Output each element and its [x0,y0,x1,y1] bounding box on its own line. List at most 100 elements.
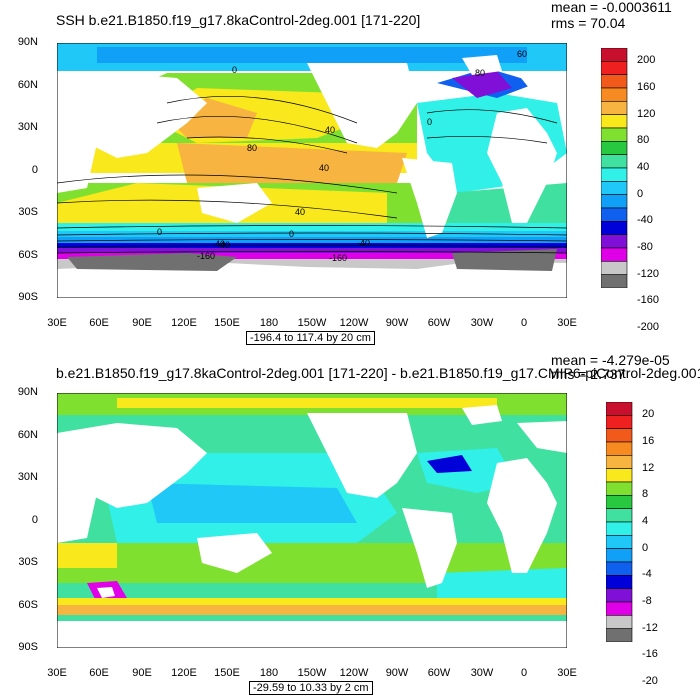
panel1-north-america [307,63,417,148]
panel2-lat-label: 30S [18,556,38,568]
panel2-colorbar-box [606,508,633,523]
panel2-colorbar-label: -12 [642,621,658,634]
panel1-contour-label: 40 [319,163,329,173]
panel1-contour-label: -160 [197,251,215,261]
panel1-colorbar-label: 160 [637,81,656,93]
panel2-colorbar-box [606,601,633,616]
panel1-asia [57,73,207,158]
panel1-contour-label: 0 [289,229,294,239]
panel2-colorbar-label: 20 [642,408,655,421]
panel2-colorbar-box [606,628,633,642]
panel2-lon-label: 60W [427,667,451,679]
panel2-colorbar-box [606,535,633,549]
panel2-colorbar-box [606,615,633,629]
panel1-colorbar-label: 40 [637,161,650,173]
panel2-colorbar-box [606,575,633,589]
panel2-lat-label: 0 [31,514,38,526]
panel1-lat-label: 30N [17,121,38,133]
panel1-lon-label: 180 [259,317,279,329]
panel1-contour-label: 40 [295,207,305,217]
panel2-colorbar-label: -4 [642,568,652,581]
panel1-lon-label: 150E [214,317,240,329]
panel2-colorbar-label: 16 [642,435,655,447]
panel1-lon-label: 0 [520,317,528,329]
panel1-colorbar-label: -40 [637,214,653,227]
panel1-colorbar-box [601,101,628,115]
panel2-colorbar-label: 0 [642,541,649,554]
panel2-range-box: -29.59 to 10.33 by 2 cm [249,681,373,695]
panel1-contour-label: 0 [232,65,237,75]
panel1-colorbar-box [601,247,628,262]
panel1-lon-label: 120E [171,317,197,329]
panel1-lat-label: 60S [18,249,38,261]
panel1-colorbar-box [601,48,628,62]
panel2-colorbar [606,402,633,642]
panel2-asia [57,423,207,508]
panel2-south-america [402,508,457,588]
panel2-lat-label: 90N [17,386,38,398]
panel1-range-box: -196.4 to 117.4 by 20 cm [246,331,375,345]
panel1-colorbar-box [601,141,628,155]
panel2-colorbar-box [606,468,633,483]
panel1-contour-label: -40 [357,238,370,248]
panel1-lat-label: 90S [18,291,38,303]
panel1-colorbar-box [601,61,628,75]
panel2-colorbar-box [606,495,633,509]
panel2-lon-label: 150W [297,667,327,679]
panel2-lon-label: 120W [339,667,369,679]
panel1-contour-label: -160 [329,253,347,263]
panel1-europe [517,71,567,103]
panel2-lon-label: 30W [470,667,494,679]
panel1-colorbar-box [601,114,628,129]
panel1-colorbar-box [601,181,628,195]
panel1-greenland [462,55,502,75]
panel2-colorbar-label: 12 [642,461,655,474]
panel1-colorbar-box [601,154,628,169]
panel1-contour-label: -40 [217,240,230,250]
panel1-lat-label: 0 [31,164,38,176]
panel1-contour-label: 0 [157,227,162,237]
panel2-lon-label: 30E [557,667,577,679]
panel2-lat-label: 60N [17,429,38,441]
panel1-contour-label: 40 [325,125,335,135]
panel1-colorbar-box [601,194,628,209]
panel1-lon-label: 60E [89,317,109,329]
panel1-colorbar-box [601,207,628,222]
panel1-colorbar-box [601,74,628,89]
panel1-lon-label: 30E [47,317,67,329]
panel2-colorbar-label: -16 [642,648,658,661]
panel1-colorbar-box [601,274,628,288]
panel2-colorbar-box [606,415,633,429]
panel2-title: b.e21.B1850.f19_g17.8kaControl-2deg.001 … [56,365,700,381]
panel2-colorbar-label: -20 [642,675,658,687]
panel1-colorbar-label: -120 [637,267,660,280]
panel2-colorbar-box [606,402,633,416]
panel1-contour-label: 60 [517,49,527,59]
panel2-europe [517,421,567,453]
panel2-colorbar-box [606,441,633,456]
panel1-colorbar-box [601,167,628,182]
panel2-colorbar-box [606,548,633,563]
panel1-title: SSH b.e21.B1850.f19_g17.8kaControl-2deg.… [56,12,421,28]
panel1-lon-label: 150W [297,317,327,329]
panel1-lat-label: 90N [17,36,38,48]
panel1-contour-label: 0 [427,117,432,127]
panel1-lon-label: 90E [132,317,152,329]
panel2-atlantic-anomaly [427,455,472,473]
panel1-colorbar-label: -80 [637,241,653,253]
panel2-colorbar-box [606,521,633,536]
panel1-colorbar-box [601,221,628,235]
panel2-lon-label: 180 [259,667,279,679]
panel2-map [57,393,567,648]
panel1-contour-label: 80 [247,143,257,153]
panel1-colorbar-label: -160 [637,294,660,307]
panel2-lon-label: 30E [47,667,67,679]
panel1-lon-label: 120W [339,317,369,329]
panel1-africa [487,108,557,223]
panel1-australia [197,183,272,223]
panel2-colorbar-box [606,455,633,469]
panel1-lat-label: 60N [17,79,38,91]
panel2-colorbar-label: 8 [642,488,649,501]
panel2-lat-label: 90S [18,641,38,653]
panel2-lat-label: 30N [17,471,38,483]
